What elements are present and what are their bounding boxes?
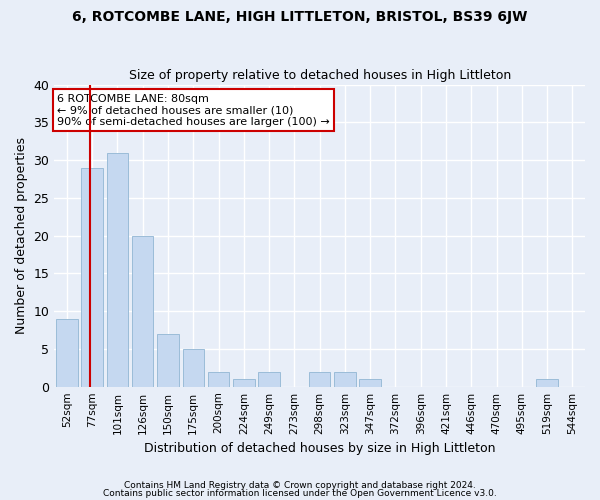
X-axis label: Distribution of detached houses by size in High Littleton: Distribution of detached houses by size … bbox=[144, 442, 496, 455]
Text: 6 ROTCOMBE LANE: 80sqm
← 9% of detached houses are smaller (10)
90% of semi-deta: 6 ROTCOMBE LANE: 80sqm ← 9% of detached … bbox=[57, 94, 329, 127]
Bar bbox=[82, 168, 103, 386]
Bar bbox=[208, 372, 229, 386]
Title: Size of property relative to detached houses in High Littleton: Size of property relative to detached ho… bbox=[128, 69, 511, 82]
Bar bbox=[56, 318, 77, 386]
Bar bbox=[334, 372, 356, 386]
Bar bbox=[182, 349, 204, 387]
Bar bbox=[107, 152, 128, 386]
Bar bbox=[259, 372, 280, 386]
Bar bbox=[157, 334, 179, 386]
Bar bbox=[359, 379, 381, 386]
Text: Contains HM Land Registry data © Crown copyright and database right 2024.: Contains HM Land Registry data © Crown c… bbox=[124, 481, 476, 490]
Text: 6, ROTCOMBE LANE, HIGH LITTLETON, BRISTOL, BS39 6JW: 6, ROTCOMBE LANE, HIGH LITTLETON, BRISTO… bbox=[73, 10, 527, 24]
Y-axis label: Number of detached properties: Number of detached properties bbox=[15, 137, 28, 334]
Bar bbox=[309, 372, 331, 386]
Bar bbox=[233, 379, 254, 386]
Text: Contains public sector information licensed under the Open Government Licence v3: Contains public sector information licen… bbox=[103, 488, 497, 498]
Bar bbox=[536, 379, 558, 386]
Bar bbox=[132, 236, 154, 386]
